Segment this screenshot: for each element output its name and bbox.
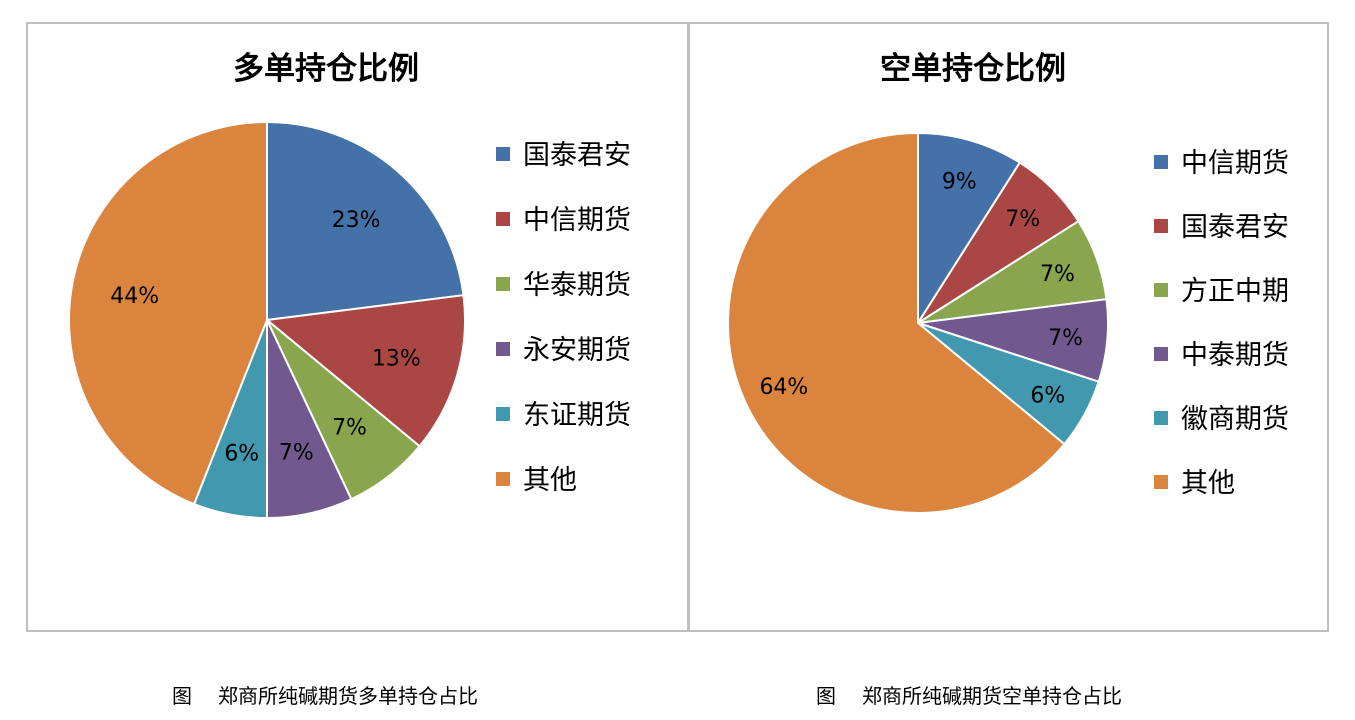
legend-label: 其他: [523, 465, 577, 496]
legend-swatch: [496, 472, 510, 486]
legend-swatch: [1154, 347, 1168, 361]
legend-swatch: [496, 147, 510, 161]
caption-figure-label: 图: [172, 684, 192, 708]
pie-slice: [917, 131, 1022, 327]
legend-swatch: [496, 342, 510, 356]
legend-label: 中信期货: [523, 205, 631, 236]
slice-data-label: 9%: [942, 170, 977, 195]
legend-label: 国泰君安: [523, 140, 631, 171]
legend-label: 中信期货: [1181, 148, 1289, 179]
chart-title: 空单持仓比例: [880, 51, 1066, 87]
long-position-chart-panel: 多单持仓比例 23% 13% 7% 7% 6% 44% 国泰君安中信期货华泰期货永安期货东证期…: [26, 22, 689, 632]
slice-data-label: 7%: [1040, 262, 1075, 287]
pie-slice: [727, 131, 1066, 514]
pie-slice: [264, 294, 466, 448]
legend-label: 永安期货: [523, 335, 631, 366]
caption-figure-label: 图: [816, 684, 836, 708]
slice-data-label: 13%: [372, 347, 421, 372]
slice-data-label: 44%: [110, 284, 159, 309]
slice-data-label: 64%: [759, 375, 808, 400]
short-position-pie-chart: 空单持仓比例 9% 7% 7% 7% 6% 64% 中信期货国泰君安方正中期中泰期货徽商期货其…: [727, 51, 1289, 514]
slice-data-label: 7%: [1005, 207, 1040, 232]
slice-data-label: 7%: [279, 440, 314, 465]
legend-swatch: [1154, 155, 1168, 169]
legend-label: 其他: [1181, 468, 1235, 499]
legend-swatch: [1154, 475, 1168, 489]
legend-swatch: [1154, 283, 1168, 297]
legend-label: 中泰期货: [1181, 340, 1289, 371]
legend-label: 东证期货: [523, 400, 631, 431]
caption-long-position: 图 郑商所纯碱期货多单持仓占比: [172, 680, 478, 709]
pie-slice: [68, 120, 268, 506]
legend-label: 华泰期货: [523, 270, 631, 301]
slice-data-label: 7%: [332, 415, 367, 440]
short-position-chart-panel: 空单持仓比例 9% 7% 7% 7% 6% 64% 中信期货国泰君安方正中期中泰期货徽商期货其…: [688, 22, 1329, 632]
slice-data-label: 7%: [1048, 326, 1083, 351]
long-position-pie-chart: 多单持仓比例 23% 13% 7% 7% 6% 44% 国泰君安中信期货华泰期货永安期货东证期…: [68, 51, 631, 520]
caption-short-position: 图 郑商所纯碱期货空单持仓占比: [816, 680, 1122, 709]
pie-slice: [266, 120, 465, 322]
legend-label: 国泰君安: [1181, 212, 1289, 243]
legend-label: 方正中期: [1181, 276, 1289, 307]
slice-data-label: 23%: [332, 208, 381, 233]
slice-data-label: 6%: [224, 441, 259, 466]
legend-swatch: [1154, 411, 1168, 425]
legend-swatch: [496, 277, 510, 291]
caption-text: 郑商所纯碱期货多单持仓占比: [218, 684, 478, 708]
legend-label: 徽商期货: [1181, 404, 1289, 435]
slice-data-label: 6%: [1030, 383, 1065, 408]
legend-swatch: [496, 212, 510, 226]
legend-swatch: [496, 407, 510, 421]
legend-swatch: [1154, 219, 1168, 233]
caption-text: 郑商所纯碱期货空单持仓占比: [862, 684, 1122, 708]
chart-title: 多单持仓比例: [233, 51, 419, 87]
